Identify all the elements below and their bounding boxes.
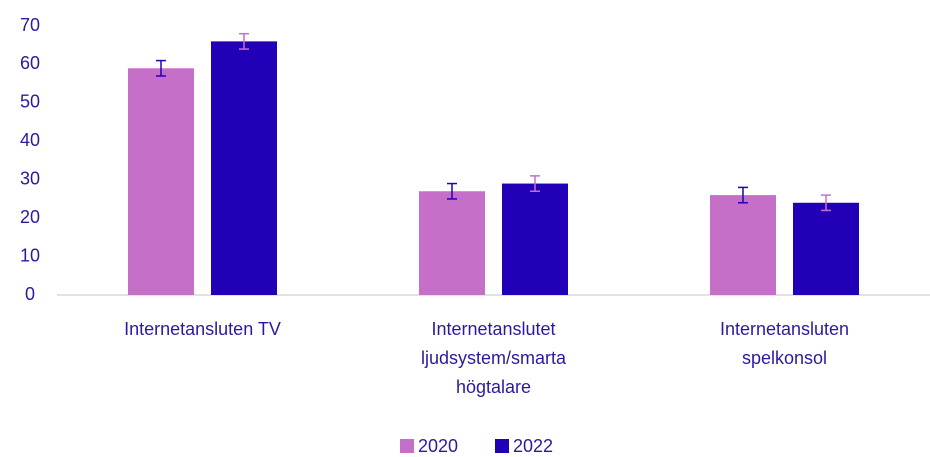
x-tick-label: Internetansluten spelkonsol [719,319,850,368]
y-tick-label: 30 [20,168,40,188]
legend-label: 2022 [513,436,553,456]
y-tick-label: 40 [20,130,40,150]
bar [710,195,776,295]
y-tick-label: 10 [20,245,40,265]
y-tick-label: 60 [20,53,40,73]
bar [502,183,568,295]
y-tick-label: 20 [20,207,40,227]
y-tick-label: 0 [25,284,35,304]
bar [793,202,859,295]
y-tick-label: 70 [20,15,40,35]
legend-swatch [495,439,509,453]
x-tick-label: Internetanslutet ljudsystem/smarta högta… [420,319,567,397]
x-tick-label: Internetansluten TV [124,319,281,339]
bar [419,191,485,295]
legend-label: 2020 [418,436,458,456]
bar [128,68,194,296]
bar [211,41,277,295]
legend-swatch [400,439,414,453]
y-tick-label: 50 [20,92,40,112]
